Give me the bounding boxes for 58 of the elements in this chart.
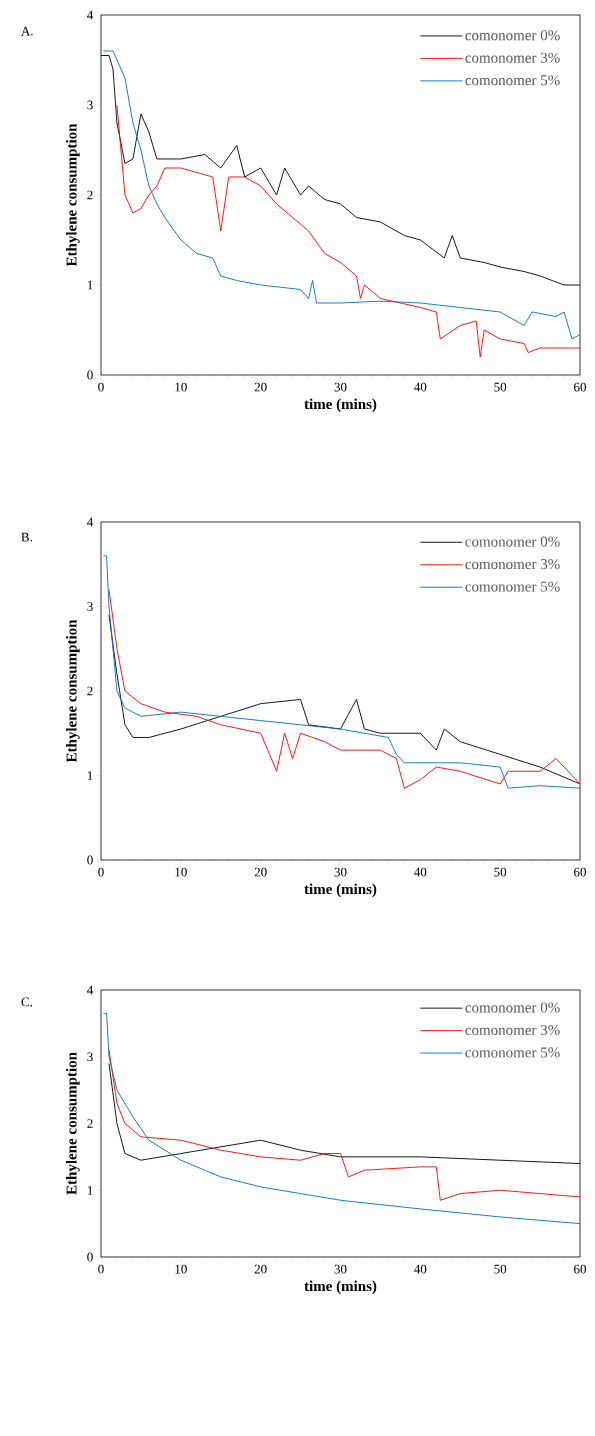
x-tick-label: 10 bbox=[175, 867, 187, 877]
x-tick-label: 30 bbox=[334, 1264, 347, 1274]
x-axis-title: time (mins) bbox=[304, 1280, 377, 1295]
x-tick-label: 20 bbox=[254, 1264, 267, 1274]
line-series bbox=[102, 50, 581, 340]
line-series bbox=[108, 1049, 581, 1201]
x-tick-label: 60 bbox=[574, 867, 587, 877]
x-axis-title: time (mins) bbox=[304, 883, 377, 898]
x-tick-label: 0 bbox=[98, 867, 104, 877]
y-tick-label: 1 bbox=[87, 1185, 93, 1195]
y-axis-title: Ethylene consumption bbox=[66, 1052, 80, 1195]
y-tick-label: 4 bbox=[87, 517, 94, 527]
legend-label: comonomer 0% bbox=[465, 30, 560, 41]
y-tick-label: 3 bbox=[87, 602, 93, 611]
y-tick-label: 1 bbox=[87, 280, 93, 290]
text: C. bbox=[21, 997, 32, 1007]
y-tick-label: 3 bbox=[87, 100, 93, 110]
line-series bbox=[102, 1012, 581, 1225]
text: B. bbox=[21, 532, 32, 542]
y-axis-title: Ethylene consumption bbox=[66, 619, 80, 763]
y-tick-label: 0 bbox=[87, 855, 93, 865]
legend-label: comonomer 0% bbox=[465, 536, 560, 547]
x-tick-label: 50 bbox=[494, 382, 507, 392]
x-tick-label: 60 bbox=[574, 1264, 587, 1274]
x-tick-label: 60 bbox=[574, 382, 587, 392]
y-tick-label: 1 bbox=[87, 771, 93, 780]
legend-label: comonomer 5% bbox=[465, 75, 560, 86]
x-tick-label: 10 bbox=[175, 1264, 187, 1274]
legend-label: comonomer 5% bbox=[465, 581, 560, 592]
x-axis-title: time (mins) bbox=[304, 398, 377, 413]
x-tick-label: 10 bbox=[175, 382, 187, 392]
y-tick-label: 2 bbox=[87, 190, 93, 200]
y-tick-label: 3 bbox=[87, 1052, 93, 1062]
y-tick-label: 2 bbox=[87, 686, 93, 696]
x-tick-label: 0 bbox=[98, 1264, 104, 1274]
y-tick-label: 0 bbox=[87, 370, 93, 380]
y-axis-title: Ethylene consumption bbox=[66, 123, 80, 267]
x-tick-label: 40 bbox=[414, 1264, 427, 1274]
x-tick-label: 30 bbox=[334, 867, 347, 877]
x-tick-label: 30 bbox=[334, 382, 347, 392]
y-tick-label: 4 bbox=[87, 10, 94, 20]
x-tick-label: 40 bbox=[414, 867, 427, 877]
y-tick-label: 0 bbox=[87, 1252, 93, 1262]
x-tick-label: 50 bbox=[494, 1264, 507, 1274]
y-tick-label: 4 bbox=[87, 985, 94, 995]
legend-label: comonomer 3% bbox=[465, 52, 560, 63]
legend-label: comonomer 3% bbox=[465, 559, 560, 570]
legend-label: comonomer 0% bbox=[465, 1002, 560, 1013]
x-tick-label: 20 bbox=[254, 382, 267, 392]
legend-label: comonomer 5% bbox=[465, 1047, 560, 1058]
x-tick-label: 40 bbox=[414, 382, 427, 392]
legend-label: comonomer 3% bbox=[465, 1024, 560, 1036]
x-tick-label: 20 bbox=[254, 867, 267, 877]
text: A. bbox=[21, 26, 33, 36]
x-tick-label: 50 bbox=[494, 867, 507, 877]
line-series bbox=[102, 555, 581, 789]
y-tick-label: 2 bbox=[87, 1119, 93, 1128]
x-tick-label: 0 bbox=[98, 382, 104, 392]
